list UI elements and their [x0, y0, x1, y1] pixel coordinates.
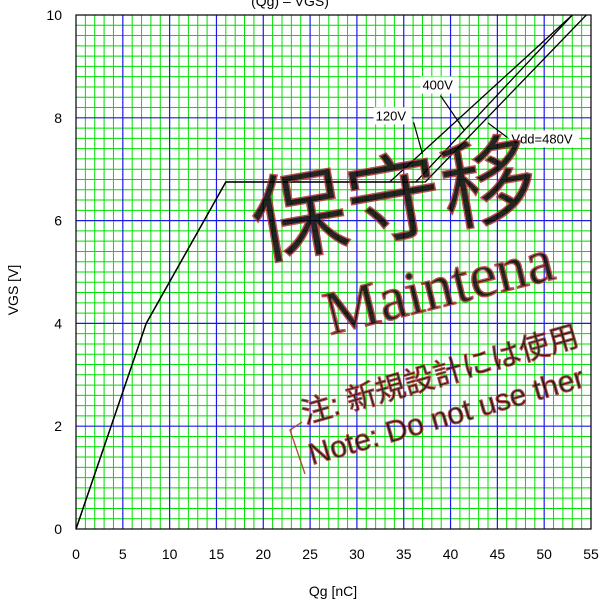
annotation-leader-3 — [487, 122, 508, 138]
annotation-label-bg-3 — [509, 130, 580, 148]
y-tick-label: 4 — [54, 315, 62, 331]
annotation-label-3: Vdd=480V — [511, 132, 572, 147]
x-tick-label: 50 — [536, 546, 552, 562]
watermark: 保守移 Maintena 注: 新規設計には使用 Note: Do not us… — [242, 123, 589, 475]
curve-annotations: 120V 400V Vdd=480V — [373, 76, 580, 154]
y-tick-label: 8 — [54, 110, 62, 126]
x-tick-label: 5 — [119, 546, 127, 562]
x-tick-label: 10 — [162, 546, 178, 562]
grid — [76, 15, 591, 529]
x-tick-label: 40 — [443, 546, 459, 562]
y-tick-label: 6 — [54, 213, 62, 229]
x-tick-label: 20 — [255, 546, 271, 562]
annotation-leader-1 — [413, 122, 424, 154]
x-tick-label: 55 — [583, 546, 599, 562]
x-tick-labels: 0 5 10 15 20 25 30 35 40 45 50 55 — [72, 546, 599, 562]
annotation-label-bg-2 — [420, 76, 459, 94]
annotation-label-1: 120V — [376, 108, 407, 123]
watermark-bracket — [289, 421, 306, 475]
x-tick-label: 15 — [209, 546, 225, 562]
series-lines — [76, 15, 587, 529]
x-axis-label: Qg [nC] — [309, 583, 357, 599]
x-tick-label: 0 — [72, 546, 80, 562]
y-tick-labels: 0 2 4 6 8 10 — [46, 7, 62, 537]
x-tick-label: 45 — [490, 546, 506, 562]
annotation-label-bg-1 — [373, 107, 412, 125]
plot-frame — [75, 14, 592, 530]
chart-title: (Qg) – VGS) — [251, 0, 329, 9]
annotation-label-2: 400V — [422, 78, 453, 93]
y-tick-label: 2 — [54, 418, 62, 434]
y-tick-label: 0 — [54, 521, 62, 537]
annotation-leader-2 — [439, 95, 466, 131]
y-tick-label: 10 — [46, 7, 62, 23]
series-line-3 — [76, 15, 587, 529]
x-tick-label: 30 — [349, 546, 365, 562]
x-tick-label: 25 — [302, 546, 318, 562]
y-axis-label: VGS [V] — [5, 265, 21, 316]
x-tick-label: 35 — [396, 546, 412, 562]
plot-border — [75, 14, 592, 530]
